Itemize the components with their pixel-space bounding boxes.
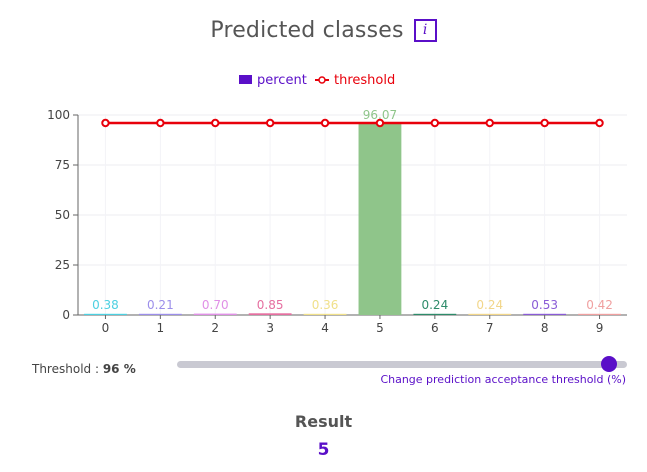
- threshold-point: [211, 118, 220, 128]
- legend-label-percent: percent: [257, 73, 307, 88]
- x-tick-label: 1: [157, 321, 165, 335]
- threshold-point: [156, 118, 165, 128]
- x-tick-label: 9: [596, 321, 604, 335]
- data-label-1: 0.21: [147, 298, 174, 312]
- threshold-point: [430, 118, 440, 128]
- threshold-point: [485, 118, 494, 128]
- threshold-label: Threshold : 96 %: [32, 362, 136, 376]
- legend-marker-threshold: [318, 76, 326, 84]
- result-title: Result: [294, 412, 353, 431]
- bar-8: [523, 313, 567, 315]
- data-label-5: 96.07: [363, 108, 397, 122]
- threshold-slider[interactable]: [177, 356, 627, 372]
- chart-header: Predicted classes i: [0, 18, 647, 43]
- y-tick-label: 25: [55, 258, 70, 272]
- bar-3: [248, 313, 292, 315]
- x-tick-label: 6: [431, 321, 439, 335]
- y-tick-label: 100: [47, 108, 70, 122]
- threshold-point: [101, 118, 110, 128]
- x-tick-label: 7: [486, 321, 494, 335]
- data-label-4: 0.36: [312, 298, 339, 312]
- threshold-point: [320, 118, 330, 128]
- threshold-slider-thumb[interactable]: [601, 356, 617, 372]
- y-tick-label: 50: [55, 208, 70, 222]
- bar-6: [413, 313, 457, 315]
- threshold-caption: Change prediction acceptance threshold (…: [380, 373, 626, 386]
- x-tick-label: 2: [211, 321, 219, 335]
- bar-1: [138, 313, 182, 315]
- bar-4: [303, 313, 347, 315]
- data-label-9: 0.42: [586, 298, 613, 312]
- bar-9: [578, 313, 621, 315]
- x-tick-label: 5: [376, 321, 384, 335]
- info-icon[interactable]: i: [413, 19, 437, 42]
- x-tick-label: 4: [321, 321, 329, 335]
- bar-5: [358, 122, 402, 315]
- data-label-0: 0.38: [92, 298, 119, 312]
- bar-7: [468, 313, 512, 315]
- legend-swatch-percent: [239, 75, 252, 84]
- data-label-6: 0.24: [421, 298, 448, 312]
- bar-0: [84, 313, 127, 315]
- bar-2: [193, 313, 237, 315]
- data-label-8: 0.53: [531, 298, 558, 312]
- threshold-control: Threshold : 96 % Change prediction accep…: [32, 356, 632, 388]
- x-tick-label: 8: [541, 321, 549, 335]
- result-value: 5: [317, 440, 330, 460]
- threshold-value: 96 %: [102, 362, 136, 376]
- data-label-2: 0.70: [202, 298, 229, 312]
- threshold-point: [375, 118, 385, 128]
- y-tick-label: 0: [62, 308, 70, 322]
- threshold-point: [540, 118, 549, 128]
- page-title: Predicted classes: [210, 18, 404, 43]
- data-label-3: 0.85: [257, 298, 284, 312]
- x-tick-label: 0: [102, 321, 110, 335]
- threshold-point: [595, 118, 604, 128]
- legend-label-threshold: threshold: [334, 73, 395, 88]
- x-tick-label: 3: [266, 321, 274, 335]
- threshold-point: [265, 118, 275, 128]
- data-label-7: 0.24: [476, 298, 503, 312]
- y-tick-label: 75: [55, 158, 70, 172]
